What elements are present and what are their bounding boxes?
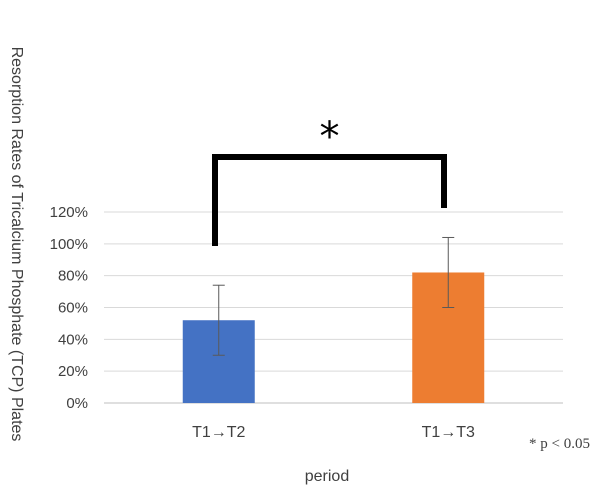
significance-note: * p < 0.05 <box>529 436 590 452</box>
x-category-label: T1→T2 <box>192 424 245 441</box>
y-tick-label: 120% <box>50 204 88 221</box>
significance-bracket: * <box>212 114 447 246</box>
y-tick-label: 0% <box>66 395 88 412</box>
y-tick-label: 20% <box>58 363 88 380</box>
x-axis-categories: T1→T2 T1→T3 <box>192 424 475 441</box>
y-tick-label: 40% <box>58 331 88 348</box>
y-tick-label: 60% <box>58 300 88 317</box>
significance-bracket-line <box>212 154 447 246</box>
x-axis-title: period <box>305 468 349 485</box>
y-tick-label: 100% <box>50 236 88 253</box>
significance-star: * <box>320 114 340 160</box>
y-axis-ticks: 0% 20% 40% 60% 80% 100% 120% <box>50 204 88 412</box>
x-category-label: T1→T3 <box>422 424 475 441</box>
bars <box>182 272 485 403</box>
error-bars <box>212 236 455 356</box>
y-tick-label: 80% <box>58 268 88 285</box>
gridlines <box>104 211 563 404</box>
y-axis-title: Resorption Rates of Tricalcium Phosphate… <box>8 47 25 442</box>
